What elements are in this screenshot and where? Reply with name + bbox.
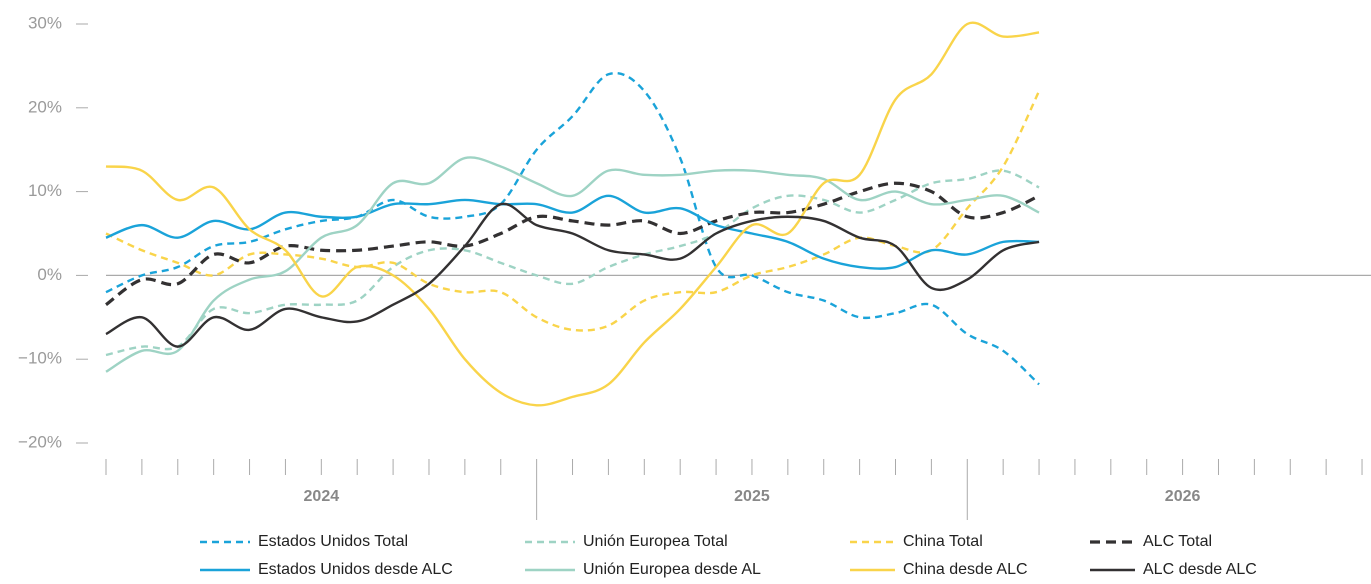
series-line: [105, 181, 1040, 307]
y-tick-label: 10%: [28, 181, 62, 200]
series-line: [105, 194, 1040, 270]
legend-label: ALC Total: [1143, 533, 1212, 550]
y-tick-label: −20%: [18, 432, 62, 451]
y-tick-label: 30%: [28, 13, 62, 32]
legend-label: ALC desde ALC: [1143, 561, 1257, 578]
year-label: 2025: [734, 488, 770, 505]
legend-label: China Total: [903, 533, 983, 550]
series-line: [105, 21, 1040, 407]
legend-label: Estados Unidos desde ALC: [258, 561, 453, 578]
series-line: [105, 169, 1040, 357]
series-line: [105, 202, 1040, 348]
legend-label: Estados Unidos Total: [258, 533, 408, 550]
y-tick-label: 20%: [28, 97, 62, 116]
y-tick-label: −10%: [18, 349, 62, 368]
year-label: 2026: [1165, 488, 1201, 505]
y-tick-label: 0%: [37, 265, 62, 284]
year-label: 2024: [304, 488, 340, 505]
series-line: [105, 90, 1041, 332]
legend-label: Unión Europea Total: [583, 533, 728, 550]
legend-label: Unión Europea desde AL: [583, 561, 761, 578]
legend-label: China desde ALC: [903, 561, 1028, 578]
series-line: [105, 156, 1040, 373]
